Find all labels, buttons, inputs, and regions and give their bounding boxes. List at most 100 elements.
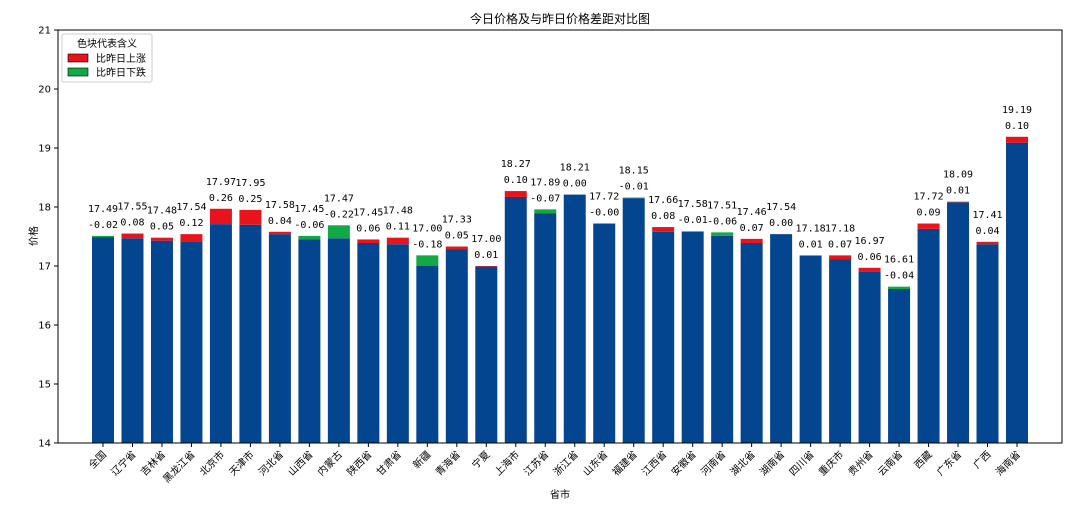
diff-label: 0.06: [356, 223, 380, 234]
bar-base: [534, 213, 557, 443]
diff-label: -0.06: [294, 220, 324, 231]
y-axis-label: 价格: [27, 226, 40, 246]
bar-base: [416, 266, 439, 443]
bar-base: [209, 224, 232, 443]
bar-increase: [268, 231, 291, 235]
price-label: 17.95: [235, 178, 265, 189]
price-label: 17.55: [117, 202, 147, 213]
y-tick-label: 21: [38, 26, 51, 37]
legend-swatch-down: [67, 67, 89, 77]
diff-label: 0.26: [209, 193, 233, 204]
diff-label: 0.11: [386, 222, 410, 233]
price-label: 18.27: [501, 159, 531, 170]
bar-increase: [357, 239, 380, 243]
bar-increase: [652, 227, 675, 232]
diff-label: -0.18: [412, 239, 442, 250]
x-axis-label: 省市: [550, 488, 570, 501]
price-label: 16.97: [855, 236, 885, 247]
chart-title: 今日价格及与昨日价格差距对比图: [470, 11, 650, 26]
price-label: 17.46: [737, 207, 767, 218]
bar-increase: [180, 234, 203, 242]
diff-label: 0.12: [179, 218, 203, 229]
price-label: 18.21: [560, 163, 590, 174]
legend-label-down: 比昨日下跌: [96, 66, 146, 79]
bar-base: [268, 234, 291, 443]
diff-label: -0.22: [324, 209, 354, 220]
bar-increase: [445, 246, 468, 250]
diff-label: 0.09: [917, 208, 941, 219]
bar-base: [1006, 142, 1028, 443]
y-tick-label: 14: [38, 439, 51, 450]
price-label: 17.66: [648, 195, 678, 206]
price-label: 17.49: [88, 204, 118, 215]
bar-increase: [504, 191, 527, 197]
y-axis: 14 15 16 17 18 19 20 21: [38, 26, 58, 450]
diff-label: 0.10: [1005, 121, 1029, 132]
price-label: 17.72: [913, 192, 943, 203]
bar-base: [180, 241, 203, 443]
bar-base: [681, 231, 704, 443]
diff-label: 0.04: [268, 216, 292, 227]
price-label: 17.45: [353, 207, 383, 218]
diff-label: 0.04: [975, 226, 999, 237]
y-tick-label: 20: [38, 85, 51, 96]
bar-increase: [829, 255, 852, 260]
legend-swatch-up: [67, 53, 89, 63]
bar-increase: [1006, 136, 1028, 143]
diff-label: 0.05: [445, 231, 469, 242]
bar-base: [622, 198, 645, 443]
bar-increase: [917, 223, 940, 229]
bar-base: [475, 266, 498, 443]
price-label: 17.41: [972, 210, 1002, 221]
bar-decrease: [92, 235, 114, 238]
bar-base: [239, 224, 262, 443]
bar-decrease: [622, 197, 645, 199]
price-label: 18.09: [943, 170, 973, 181]
diff-label: -0.00: [589, 208, 619, 219]
diff-label: -0.04: [884, 271, 914, 282]
diff-label: 0.00: [563, 179, 587, 190]
diff-label: 0.08: [651, 211, 675, 222]
bar-base: [770, 234, 793, 443]
bar-increase: [947, 201, 970, 203]
bar-decrease: [888, 286, 911, 290]
bar-base: [711, 235, 734, 443]
y-tick-label: 15: [38, 380, 51, 391]
bar-increase: [121, 233, 144, 239]
diff-label: 0.25: [238, 194, 262, 205]
y-tick-label: 18: [38, 203, 51, 214]
price-label: 17.58: [265, 200, 295, 211]
price-label: 17.00: [412, 223, 442, 234]
legend: 色块代表含义 比昨日上涨 比昨日下跌: [61, 33, 153, 83]
price-label: 17.89: [530, 177, 560, 188]
price-label: 17.51: [707, 200, 737, 211]
diff-label: -0.07: [530, 193, 560, 204]
diff-label: -0.01: [619, 182, 649, 193]
bar-decrease: [681, 231, 704, 232]
bar-decrease: [327, 225, 350, 239]
price-label: 17.45: [294, 204, 324, 215]
bar-base: [121, 238, 144, 443]
diff-label: 0.01: [946, 186, 970, 197]
diff-label: 0.08: [120, 218, 144, 229]
price-label: 19.19: [1002, 105, 1032, 116]
price-label: 17.58: [678, 199, 708, 210]
bar-increase: [976, 241, 999, 245]
price-label: 17.72: [589, 192, 619, 203]
legend-title: 色块代表含义: [77, 37, 137, 50]
diff-label: -0.06: [707, 216, 737, 227]
bar-base: [947, 202, 970, 443]
bar-base: [357, 242, 380, 443]
bar-decrease: [298, 235, 321, 240]
diff-label: 0.05: [150, 222, 174, 233]
bar-base: [445, 249, 468, 443]
diff-label: -0.02: [88, 220, 118, 231]
bar-base: [593, 223, 616, 443]
price-label: 17.48: [147, 206, 177, 217]
price-label: 17.48: [383, 206, 413, 217]
bar-increase: [209, 208, 232, 225]
bar-base: [504, 196, 527, 443]
y-tick-label: 19: [38, 144, 51, 155]
bar-base: [858, 271, 881, 443]
